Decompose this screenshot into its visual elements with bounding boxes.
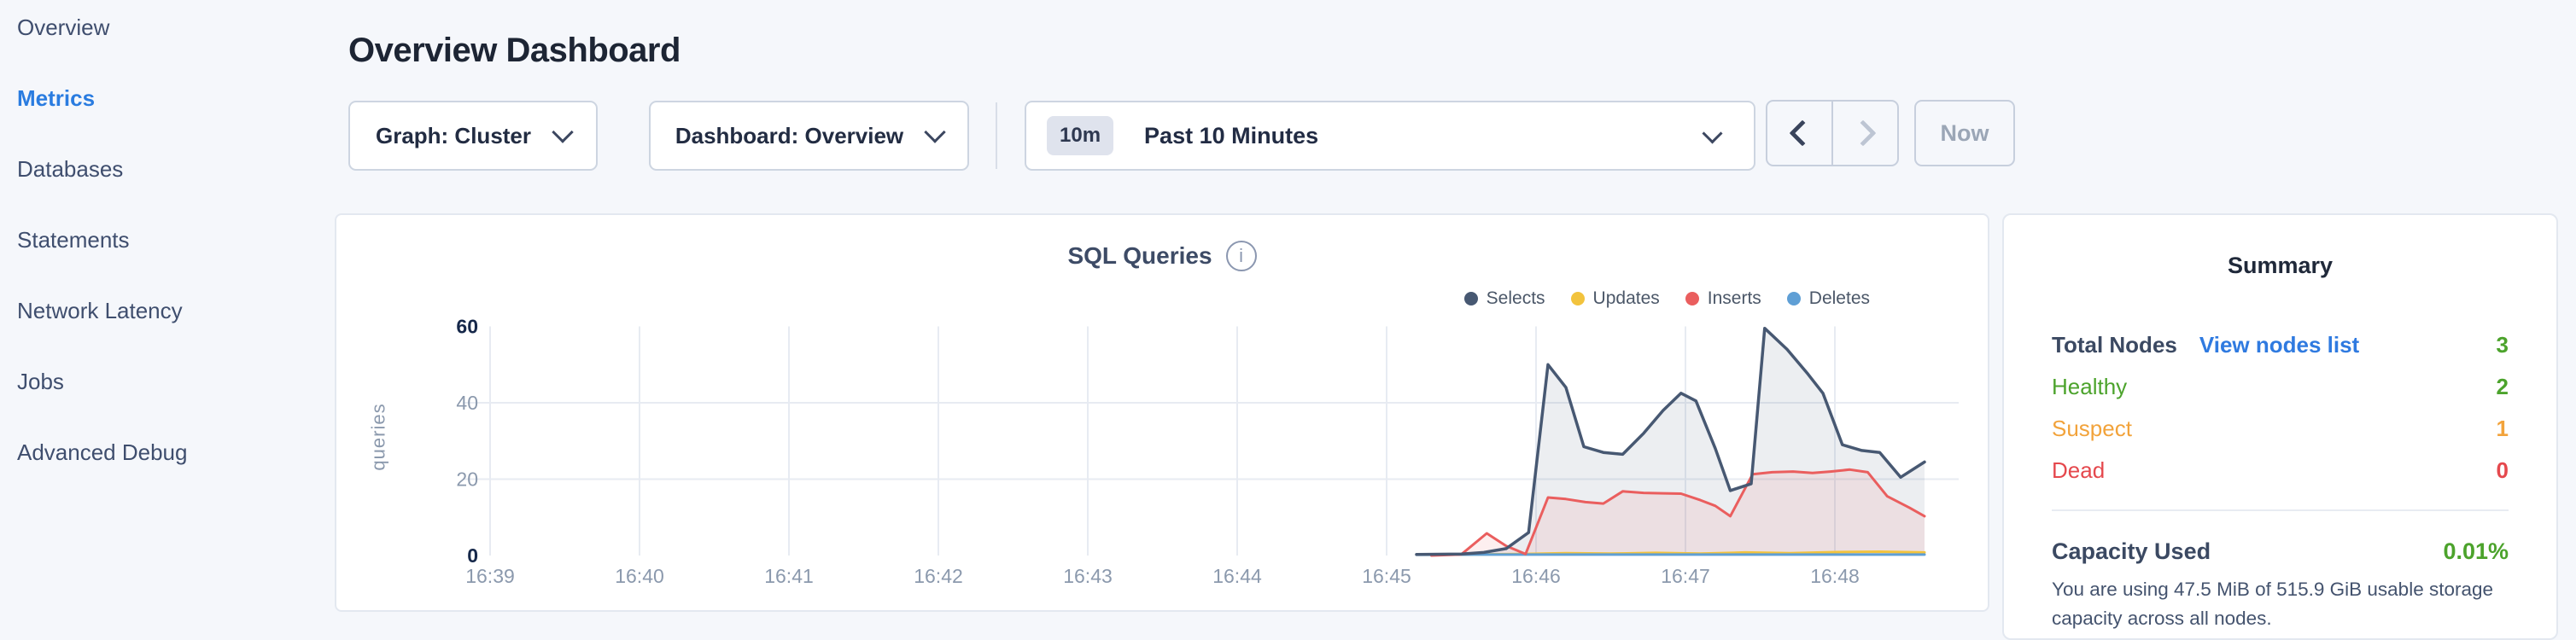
sql-queries-plot: 16:39 16:40 16:41 16:42 16:43 16:44 16:45 16:46…: [377, 313, 1983, 608]
time-step-buttons: [1766, 100, 1899, 166]
capacity-description: You are using 47.5 MiB of 515.9 GiB usab…: [2052, 575, 2509, 633]
status-label: Suspect: [2052, 416, 2132, 442]
sidebar-item-statements[interactable]: Statements: [0, 218, 343, 289]
sidebar-item-advanced-debug[interactable]: Advanced Debug: [0, 431, 343, 502]
summary-title: Summary: [2052, 253, 2509, 279]
status-row-dead: Dead 0: [2052, 457, 2509, 484]
status-value: 2: [2497, 374, 2509, 400]
x-tick-label: 16:47: [1661, 565, 1710, 587]
total-nodes-label: Total Nodes: [2052, 332, 2177, 358]
summary-panel: Summary Total Nodes View nodes list 3 He…: [2002, 213, 2558, 640]
y-tick-label: 20: [456, 468, 478, 491]
status-row-suspect: Suspect 1: [2052, 416, 2509, 442]
legend-item-inserts[interactable]: Inserts: [1685, 288, 1761, 309]
time-range-label: Past 10 Minutes: [1144, 123, 1318, 149]
legend-dot-icon: [1685, 292, 1699, 305]
status-value: 0: [2497, 457, 2509, 484]
info-icon[interactable]: i: [1226, 241, 1257, 271]
previous-time-button[interactable]: [1767, 102, 1831, 165]
chart-title-row: SQL Queries i: [336, 241, 1988, 271]
page-title: Overview Dashboard: [348, 32, 681, 70]
status-value: 1: [2497, 416, 2509, 442]
legend-item-updates[interactable]: Updates: [1571, 288, 1660, 309]
view-nodes-list-link[interactable]: View nodes list: [2199, 332, 2359, 358]
sidebar-item-network-latency[interactable]: Network Latency: [0, 289, 343, 360]
chevron-right-icon: [1849, 119, 1876, 146]
controls-divider: [996, 102, 997, 169]
chart-title: SQL Queries: [1067, 242, 1212, 270]
legend-item-selects[interactable]: Selects: [1464, 288, 1545, 309]
legend-label: Selects: [1487, 288, 1545, 309]
time-range-badge: 10m: [1047, 116, 1113, 155]
legend-dot-icon: [1571, 292, 1585, 305]
time-range-picker[interactable]: 10m Past 10 Minutes: [1025, 101, 1755, 171]
x-tick-label: 16:44: [1212, 565, 1262, 587]
next-time-button[interactable]: [1831, 102, 1897, 165]
capacity-row: Capacity Used 0.01%: [2052, 538, 2509, 565]
legend-label: Updates: [1593, 288, 1660, 309]
chart-legend: Selects Updates Inserts Deletes: [1464, 288, 1870, 309]
status-label: Healthy: [2052, 374, 2127, 400]
dashboard-dropdown-label: Dashboard: Overview: [675, 123, 903, 149]
legend-dot-icon: [1464, 292, 1478, 305]
x-tick-label: 16:45: [1362, 565, 1411, 587]
graph-dropdown-label: Graph: Cluster: [376, 123, 531, 149]
chevron-down-icon: [924, 121, 945, 143]
sidebar-item-databases[interactable]: Databases: [0, 148, 343, 218]
status-label: Dead: [2052, 457, 2105, 484]
capacity-used-label: Capacity Used: [2052, 538, 2211, 565]
summary-divider: [2052, 509, 2509, 511]
x-tick-label: 16:39: [465, 565, 515, 587]
chevron-down-icon: [1702, 123, 1722, 143]
sidebar-item-overview[interactable]: Overview: [0, 6, 343, 77]
y-tick-label: 60: [456, 316, 478, 338]
chevron-down-icon: [552, 121, 573, 143]
dashboard-dropdown[interactable]: Dashboard: Overview: [649, 101, 969, 171]
x-tick-label: 16:40: [615, 565, 664, 587]
x-tick-label: 16:43: [1063, 565, 1113, 587]
sidebar-item-jobs[interactable]: Jobs: [0, 360, 343, 431]
x-tick-label: 16:41: [764, 565, 814, 587]
y-tick-label: 0: [467, 544, 478, 567]
x-tick-label: 16:46: [1511, 565, 1561, 587]
sidebar-item-metrics[interactable]: Metrics: [0, 77, 343, 148]
y-tick-label: 40: [456, 392, 478, 414]
graph-dropdown[interactable]: Graph: Cluster: [348, 101, 598, 171]
legend-dot-icon: [1787, 292, 1801, 305]
legend-item-deletes[interactable]: Deletes: [1787, 288, 1870, 309]
legend-label: Deletes: [1809, 288, 1870, 309]
sql-queries-chart-card: SQL Queries i Selects Updates Inserts Delet…: [335, 213, 1989, 612]
total-nodes-row: Total Nodes View nodes list 3: [2052, 332, 2509, 358]
x-tick-label: 16:42: [914, 565, 963, 587]
total-nodes-value: 3: [2497, 332, 2509, 358]
now-button[interactable]: Now: [1914, 100, 2015, 166]
status-row-healthy: Healthy 2: [2052, 374, 2509, 400]
capacity-used-value: 0.01%: [2443, 538, 2509, 565]
node-status-rows: Healthy 2 Suspect 1 Dead 0: [2052, 374, 2509, 484]
x-tick-label: 16:48: [1810, 565, 1860, 587]
legend-label: Inserts: [1708, 288, 1761, 309]
chevron-left-icon: [1789, 119, 1815, 146]
